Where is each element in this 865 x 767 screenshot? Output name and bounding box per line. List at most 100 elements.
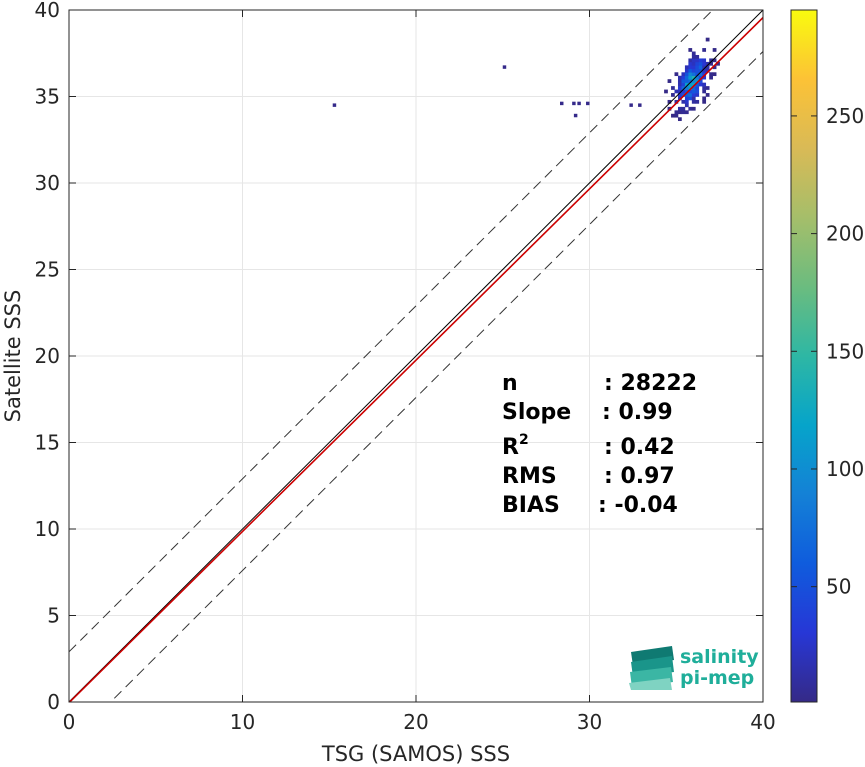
density-cell [695,79,700,83]
logo-line2: pi-mep [680,667,754,689]
density-cell [674,89,679,94]
density-cell [691,106,696,111]
x-tick-label: 30 [577,710,602,734]
y-tick-label: 20 [35,344,60,368]
density-cell [705,93,710,97]
density-cell [688,48,693,52]
density-cell [702,89,707,94]
density-cell [705,65,710,70]
density-cell [705,61,710,66]
density-cell [684,103,689,108]
density-cell [695,82,700,87]
density-cell [702,82,707,87]
density-cell [698,65,703,70]
density-cell [681,79,686,83]
outlier-cell [577,101,581,106]
stat-n-label: n [502,371,518,396]
outlier-cell [572,101,576,106]
x-axis-ticks: 0 10 20 30 40 [63,10,776,734]
outlier-cell [586,101,590,106]
stats-box: n : 28222 Slope : 0.99 R2 : 0.42 RMS : 0… [502,371,697,518]
density-cell [698,68,703,73]
density-cell [702,72,707,77]
density-cell [716,61,720,66]
y-tick-label: 0 [47,690,60,714]
logo-line1: salinity [680,646,759,668]
density-cell [681,75,686,80]
density-cell [677,96,682,101]
density-cell [681,82,686,87]
density-cell [684,79,689,83]
density-cell [712,48,717,52]
density-cell [671,113,675,118]
density-cell [684,99,689,104]
density-cell [712,58,717,63]
stat-bias-label: BIAS [502,493,560,518]
stat-rms-label: RMS [502,464,557,489]
density-cell [681,86,686,90]
density-cell [709,61,713,66]
density-cell [712,65,717,70]
density-cell [674,113,679,118]
density-cell [684,68,689,73]
outlier-cell [638,103,642,107]
colorbar-tick-label: 50 [826,575,851,599]
y-tick-label: 40 [35,0,60,22]
one-to-one-line [69,10,763,702]
density-cell [684,110,689,115]
density-cell [695,65,700,70]
density-cell [695,89,700,94]
density-cell [684,89,689,94]
density-cell [667,106,672,111]
density-cell [691,58,696,63]
offset-upper-line [69,10,714,653]
density-cell [667,99,672,104]
salinity-pi-mep-logo: salinity pi-mep [629,646,759,690]
density-cell [702,48,707,52]
density-cell [677,79,682,83]
density-cell [695,75,700,80]
density-cell [702,96,707,101]
density-cell [688,106,693,111]
outlier-cell [502,65,507,69]
density-cell [681,89,686,94]
density-cell [695,86,700,90]
y-axis-label: Satellite SSS [1,290,25,423]
density-cell [677,106,682,111]
density-cell [698,82,703,87]
density-cell [691,79,696,83]
density-cell [688,61,693,66]
density-cell [695,61,700,66]
density-cell [705,37,710,42]
density-cell [695,93,700,97]
density-cell [681,72,686,77]
density-cell [688,86,693,90]
density-cell [695,72,700,77]
x-tick-label: 0 [63,710,76,734]
density-cell [691,54,696,59]
density-cell [677,117,682,122]
density-cell [684,93,689,97]
density-cell [674,110,679,115]
density-cell [712,72,717,77]
colorbar-tick-label: 200 [826,222,864,246]
density-cell [681,106,686,111]
density-cell [702,86,707,90]
outlier-cell [332,103,337,107]
y-tick-label: 5 [47,604,60,628]
density-cells [332,37,720,122]
density-cell [684,65,689,70]
density-cell [671,86,675,90]
density-cell [691,61,696,66]
density-cell [695,68,700,73]
density-cell [684,72,689,77]
density-cell [671,93,675,97]
density-cell [705,86,710,90]
density-cell [688,93,693,97]
density-cell [695,58,700,63]
density-cell [688,79,693,83]
density-cell [664,89,668,94]
x-tick-label: 10 [230,710,255,734]
outlier-cell [560,101,564,106]
density-cell [702,68,707,73]
